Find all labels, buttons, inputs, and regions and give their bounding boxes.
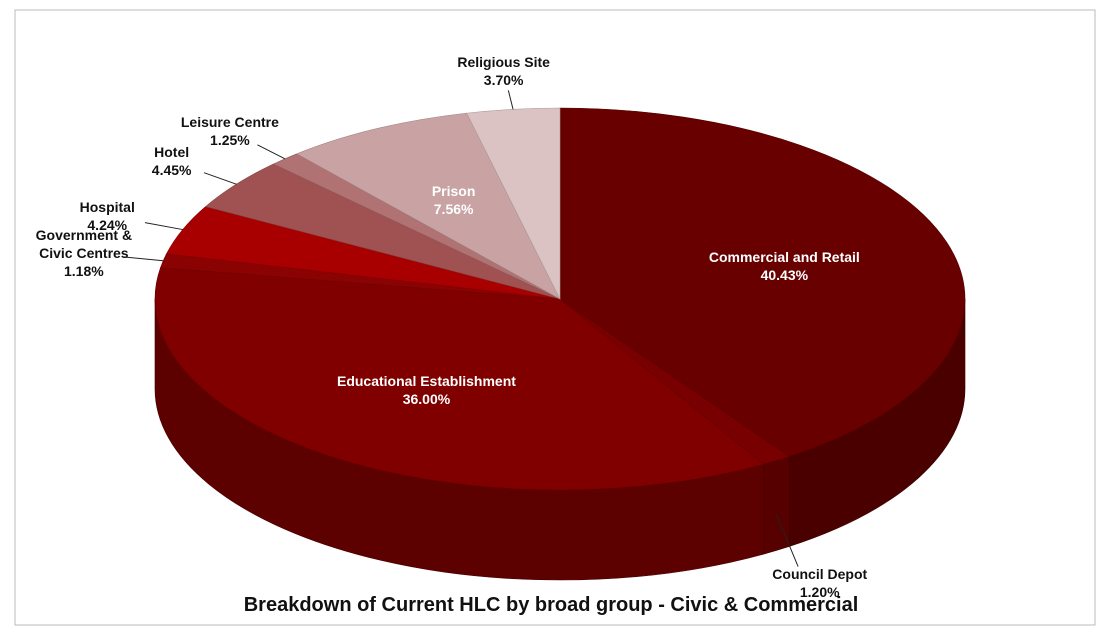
data-label: Hospital 4.24%: [80, 198, 135, 234]
value-label: 4.24%: [87, 216, 128, 233]
leader-line: [144, 222, 183, 231]
data-label: Prison 7.56%: [432, 182, 476, 218]
slice-side: [763, 456, 790, 555]
slice: [154, 267, 765, 491]
data-label: Hotel 4.45%: [152, 143, 192, 179]
category-label: Religious Site: [457, 54, 550, 71]
value-label: 36.00%: [402, 391, 451, 408]
value-label: 7.56%: [433, 201, 474, 218]
value-label: 1.18%: [64, 263, 104, 280]
category-label: Prison: [431, 183, 476, 200]
data-label: Commercial and Retail 40.43%: [709, 248, 860, 284]
data-label: Council Depot 1.20%: [772, 565, 867, 601]
slice: [559, 107, 966, 457]
category-label: Council Depot: [772, 565, 868, 582]
data-label: Religious Site 3.70%: [457, 53, 550, 89]
data-label: Government & Civic Centres 1.18%: [24, 226, 144, 280]
category-label: Government & Civic Centres: [35, 227, 133, 262]
slice: [296, 112, 561, 300]
value-label: 1.25%: [210, 131, 250, 148]
category-label: Leisure Centre: [180, 113, 279, 130]
category-label: Educational Establishment: [336, 373, 516, 390]
chart-frame: [14, 9, 1096, 626]
leader-line: [257, 144, 286, 160]
leader-line: [203, 172, 237, 185]
category-label: Commercial and Retail: [708, 249, 860, 266]
category-label: Hospital: [79, 198, 135, 215]
data-label: Leisure Centre 1.25%: [181, 113, 279, 149]
leader-line: [507, 90, 514, 110]
value-label: 40.43%: [760, 267, 809, 284]
data-label: Educational Establishment 36.00%: [337, 372, 516, 408]
leader-line: [123, 256, 164, 262]
value-label: 1.20%: [799, 583, 840, 600]
category-label: Hotel: [154, 144, 190, 161]
value-label: 4.45%: [151, 162, 192, 179]
leader-line: [775, 514, 799, 567]
chart-title: Breakdown of Current HLC by broad group …: [243, 594, 859, 616]
value-label: 3.70%: [483, 72, 524, 89]
